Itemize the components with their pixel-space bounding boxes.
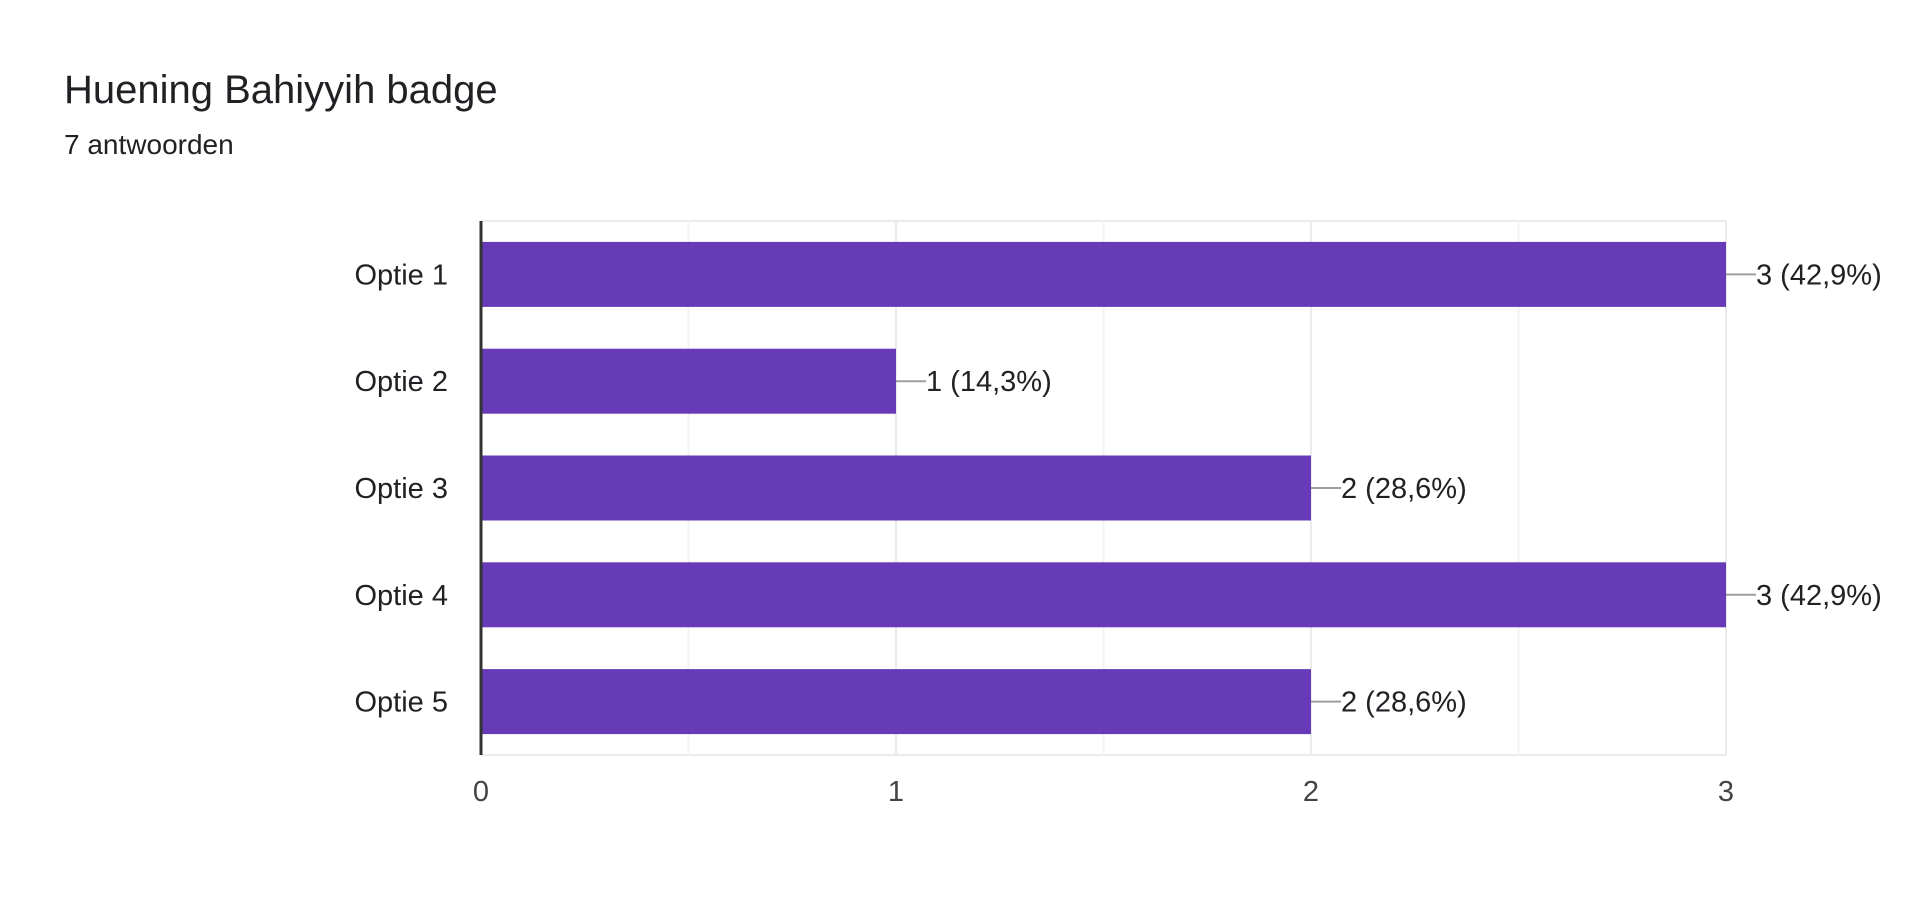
data-label: 1 (14,3%) [926, 366, 1052, 398]
x-tick-label: 1 [888, 776, 904, 808]
x-tick-label: 2 [1303, 776, 1319, 808]
data-label: 3 (42,9%) [1756, 259, 1882, 291]
x-tick-label: 0 [473, 776, 489, 808]
bar-optie-2 [481, 348, 896, 414]
bar-optie-1 [481, 241, 1726, 307]
response-count: 7 antwoorden [64, 129, 234, 160]
chart-title: Huening Bahiyyih badge [64, 68, 498, 112]
data-label: 3 (42,9%) [1756, 580, 1882, 612]
data-label: 2 (28,6%) [1341, 687, 1467, 719]
category-label: Optie 2 [355, 366, 449, 398]
bar-optie-3 [481, 455, 1311, 521]
bar-optie-5 [481, 669, 1311, 735]
category-label: Optie 4 [355, 580, 449, 612]
x-tick-label: 3 [1718, 776, 1734, 808]
category-label: Optie 5 [355, 687, 449, 719]
bar-optie-4 [481, 562, 1726, 628]
data-label: 2 (28,6%) [1341, 473, 1467, 505]
category-label: Optie 1 [355, 259, 449, 291]
category-label: Optie 3 [355, 473, 449, 505]
